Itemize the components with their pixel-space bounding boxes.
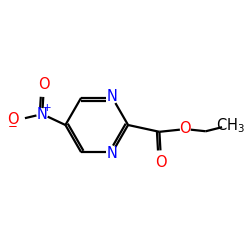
Text: N: N [107, 146, 118, 161]
Text: −: − [8, 120, 18, 133]
Text: O: O [155, 155, 166, 170]
Text: O: O [180, 121, 191, 136]
Text: CH$_3$: CH$_3$ [216, 116, 245, 135]
Text: N: N [107, 89, 118, 104]
Text: +: + [44, 103, 52, 113]
Text: O: O [38, 78, 50, 92]
Text: O: O [7, 112, 19, 127]
Text: N: N [37, 106, 48, 122]
